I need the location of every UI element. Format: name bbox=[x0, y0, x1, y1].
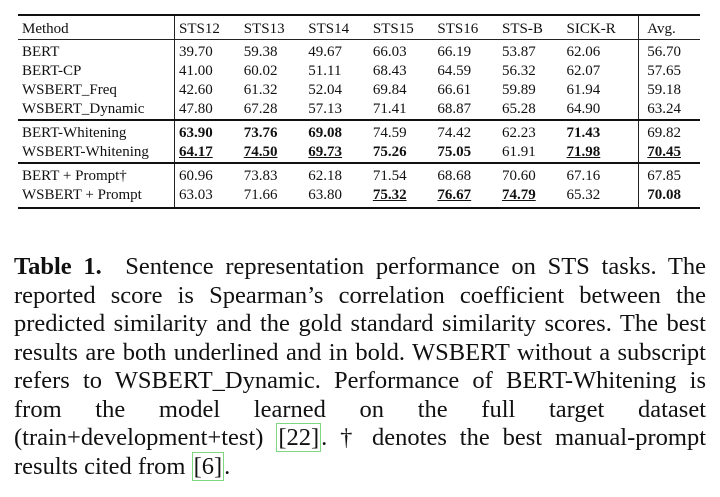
score-cell: 73.83 bbox=[239, 162, 305, 186]
score-cell: 60.02 bbox=[243, 63, 278, 79]
score-cell: 69.82 bbox=[638, 119, 700, 143]
score-cell: 62.18 bbox=[304, 162, 369, 186]
score-cell: 68.87 bbox=[437, 101, 472, 117]
header-cell: Method bbox=[18, 14, 175, 40]
header-cell: SICK-R bbox=[562, 14, 639, 40]
method-cell: WSBERT-Whitening bbox=[18, 143, 175, 163]
score-cell: 67.85 bbox=[638, 162, 700, 186]
score-cell: 66.61 bbox=[437, 82, 472, 98]
score-cell: 74.42 bbox=[433, 119, 498, 143]
results-table: Method STS12 STS13 STS14 STS15 STS16 STS… bbox=[18, 14, 700, 209]
score-cell: 42.60 bbox=[179, 82, 213, 98]
score-cell: 70.08 bbox=[638, 186, 700, 209]
score-cell: 67.28 bbox=[243, 101, 278, 117]
score-cell: 47.80 bbox=[179, 101, 213, 117]
method-cell: BERT + Prompt† bbox=[18, 162, 175, 186]
score-cell: 64.59 bbox=[437, 63, 472, 79]
score-cell: 64.90 bbox=[566, 101, 601, 117]
score-cell: 39.70 bbox=[174, 39, 240, 62]
row: BERT 39.70 59.38 49.67 66.03 66.19 53.87 62.06 5… bbox=[18, 39, 700, 62]
score-cell: 69.84 bbox=[372, 82, 407, 98]
score-cell: 71.41 bbox=[372, 101, 407, 117]
score-cell: 74.59 bbox=[368, 119, 434, 143]
score-cell: 64.17 bbox=[179, 144, 213, 160]
score-cell: 70.60 bbox=[497, 162, 563, 186]
score-cell: 68.43 bbox=[372, 63, 407, 79]
score-cell: 56.32 bbox=[501, 63, 536, 79]
method-cell: BERT-CP bbox=[18, 62, 175, 81]
score-cell: 75.05 bbox=[437, 144, 472, 160]
score-cell: 75.26 bbox=[372, 144, 407, 160]
score-cell: 66.03 bbox=[368, 39, 434, 62]
header-cell: Avg. bbox=[638, 14, 700, 40]
score-cell: 68.68 bbox=[433, 162, 498, 186]
score-cell: 65.28 bbox=[501, 101, 536, 117]
method-cell: WSBERT + Prompt bbox=[18, 186, 175, 209]
score-cell: 51.11 bbox=[308, 63, 342, 79]
score-cell: 62.23 bbox=[497, 119, 563, 143]
citation[interactable]: [6] bbox=[191, 451, 225, 481]
row: WSBERT-Whitening 64.17 74.50 69.73 75.26 75.0… bbox=[18, 143, 700, 163]
score-cell: 49.67 bbox=[304, 39, 369, 62]
row: BERT-CP 41.00 60.02 51.11 68.43 64.59 56.32 62.… bbox=[18, 62, 700, 81]
score-cell: 66.19 bbox=[433, 39, 498, 62]
caption-label: Table 1. bbox=[14, 253, 102, 280]
score-cell: 57.13 bbox=[308, 101, 343, 117]
header-cell: STS12 bbox=[174, 14, 240, 40]
row: WSBERT + Prompt 63.03 71.66 63.80 75.32 76.67… bbox=[18, 186, 700, 209]
score-cell: 59.38 bbox=[239, 39, 305, 62]
score-cell: 59.89 bbox=[501, 82, 536, 98]
score-cell: 71.43 bbox=[562, 119, 639, 143]
method-cell: WSBERT_Freq bbox=[18, 81, 175, 100]
score-cell: 75.32 bbox=[368, 186, 434, 209]
score-cell: 71.54 bbox=[368, 162, 434, 186]
header-cell: STS15 bbox=[368, 14, 434, 40]
caption: Table 1. Sentence representation perform… bbox=[14, 253, 706, 481]
score-cell: 62.07 bbox=[566, 63, 601, 79]
header-cell: STS16 bbox=[433, 14, 498, 40]
citation[interactable]: [22] bbox=[276, 423, 322, 452]
header-cell: STS14 bbox=[304, 14, 369, 40]
row: BERT-Whitening 63.90 73.76 69.08 74.59 74.42 6… bbox=[18, 119, 700, 143]
score-cell: 65.32 bbox=[562, 186, 639, 209]
score-cell: 61.91 bbox=[501, 144, 536, 160]
score-cell: 70.45 bbox=[638, 143, 700, 163]
score-cell: 71.66 bbox=[239, 186, 305, 209]
score-cell: 71.98 bbox=[566, 144, 601, 160]
header-cell: STS13 bbox=[239, 14, 305, 40]
caption-text: . † denotes the best manual-prompt resul… bbox=[14, 424, 707, 480]
method-cell: WSBERT_Dynamic bbox=[18, 100, 175, 120]
score-cell: 74.50 bbox=[243, 144, 278, 160]
method-cell: BERT-Whitening bbox=[18, 119, 175, 143]
score-cell: 67.16 bbox=[562, 162, 639, 186]
score-cell: 61.94 bbox=[566, 82, 601, 98]
row: BERT + Prompt† 60.96 73.83 62.18 71.54 68.68 7… bbox=[18, 162, 700, 186]
score-cell: 69.08 bbox=[304, 119, 369, 143]
score-cell: 60.96 bbox=[174, 162, 240, 186]
score-cell: 63.80 bbox=[304, 186, 369, 209]
row: WSBERT_Freq 42.60 61.32 52.04 69.84 66.61 59.8… bbox=[18, 81, 700, 100]
caption-text: . bbox=[224, 452, 231, 480]
caption-text: Sentence representation performance on S… bbox=[14, 253, 707, 451]
score-cell: 41.00 bbox=[179, 63, 213, 79]
header-cell: STS-B bbox=[497, 14, 563, 40]
score-cell: 63.03 bbox=[174, 186, 240, 209]
row: WSBERT_Dynamic 47.80 67.28 57.13 71.41 68.87 6… bbox=[18, 100, 700, 120]
score-cell: 53.87 bbox=[497, 39, 563, 62]
score-cell: 57.65 bbox=[638, 62, 700, 81]
score-cell: 56.70 bbox=[638, 39, 700, 62]
score-cell: 62.06 bbox=[562, 39, 639, 62]
score-cell: 59.18 bbox=[638, 81, 700, 100]
score-cell: 63.24 bbox=[638, 100, 700, 120]
score-cell: 63.90 bbox=[174, 119, 240, 143]
score-cell: 73.76 bbox=[239, 119, 305, 143]
method-cell: BERT bbox=[18, 39, 175, 62]
score-cell: 52.04 bbox=[308, 82, 343, 98]
score-cell: 69.73 bbox=[308, 144, 343, 160]
score-cell: 76.67 bbox=[433, 186, 498, 209]
score-cell: 74.79 bbox=[497, 186, 563, 209]
header-row: Method STS12 STS13 STS14 STS15 STS16 STS… bbox=[18, 14, 700, 40]
score-cell: 61.32 bbox=[243, 82, 278, 98]
